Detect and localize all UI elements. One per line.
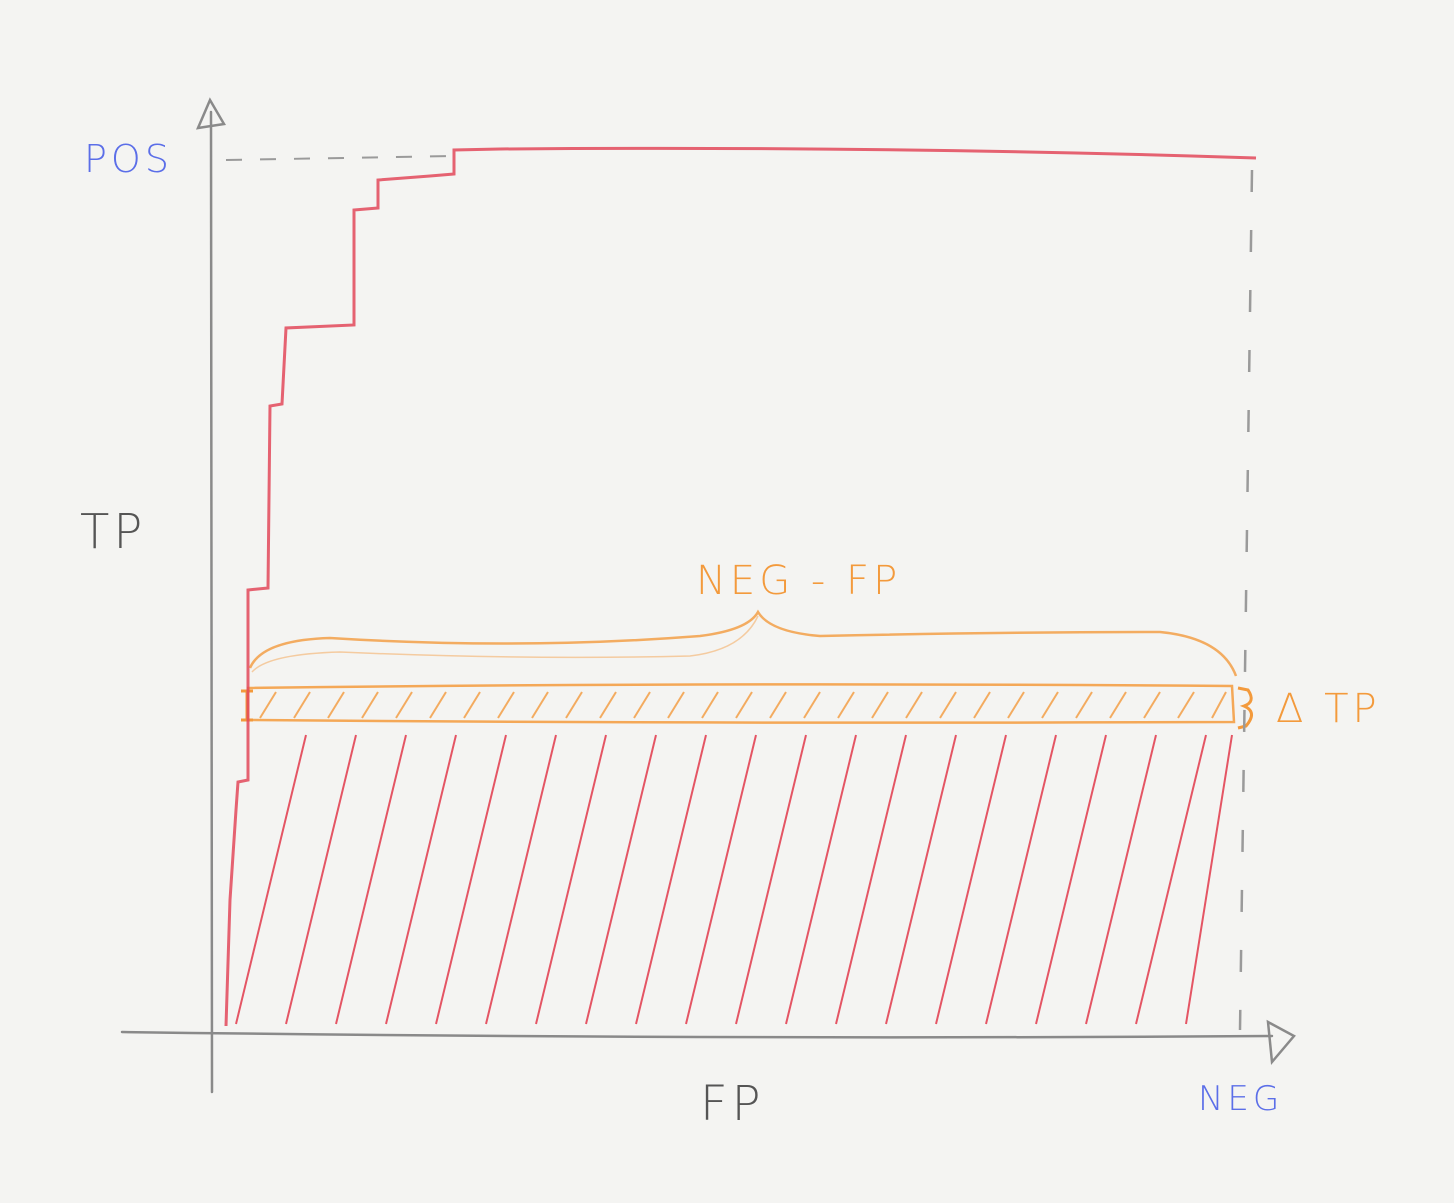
delta-tp-band-hatching (259, 691, 1227, 719)
pos-level-guide (225, 155, 456, 161)
hatch-line-2 (335, 734, 407, 1025)
area-under-curve-hatching (235, 734, 1233, 1025)
x-axis-label: FP (700, 1076, 765, 1132)
hatch-line-1 (285, 734, 357, 1025)
band-hatch-line-10 (599, 691, 617, 719)
y-axis-arrowhead (195, 97, 227, 130)
hatch-line-7 (585, 734, 657, 1025)
band-hatch-line-25 (1109, 691, 1127, 719)
band-hatch-line-3 (361, 691, 379, 719)
neg-fp-label: NEG - FP (696, 558, 901, 604)
y-axis-label: TP (80, 504, 146, 560)
hatch-line-10 (735, 734, 807, 1025)
hatch-line-9 (685, 734, 757, 1025)
band-hatch-line-0 (259, 691, 277, 719)
roc-step-curve (224, 146, 1257, 1027)
hatch-line-17 (1085, 734, 1157, 1025)
delta-tp-label: Δ TP (1276, 686, 1381, 732)
hatch-line-14 (935, 734, 1007, 1025)
band-hatch-line-15 (769, 691, 787, 719)
band-hatch-line-14 (735, 691, 753, 719)
band-hatch-line-7 (497, 691, 515, 719)
band-hatch-line-19 (905, 691, 923, 719)
band-hatch-line-12 (667, 691, 685, 719)
neg-fp-curly-brace-inner (251, 615, 759, 673)
band-hatch-line-24 (1075, 691, 1093, 719)
pos-label: POS (84, 137, 173, 181)
band-hatch-line-6 (463, 691, 481, 719)
hatch-line-8 (635, 734, 707, 1025)
band-hatch-line-21 (973, 691, 991, 719)
hatch-line-5 (485, 734, 557, 1025)
hatch-line-13 (885, 734, 957, 1025)
delta-tp-right-bracket (1237, 686, 1253, 730)
band-hatch-line-28 (1211, 691, 1227, 719)
neg-level-guide (1238, 169, 1254, 1031)
neg-fp-curly-brace (248, 609, 1238, 677)
band-hatch-line-5 (429, 691, 447, 719)
hatch-line-4 (435, 734, 507, 1025)
band-hatch-line-16 (803, 691, 821, 719)
y-axis (209, 110, 214, 1094)
hatch-line-15 (985, 734, 1057, 1025)
band-hatch-line-23 (1041, 691, 1059, 719)
axes (120, 97, 1296, 1094)
hatch-line-12 (835, 734, 907, 1025)
band-hatch-line-2 (327, 691, 345, 719)
band-hatch-line-8 (531, 691, 549, 719)
hatch-line-19 (1185, 734, 1233, 1025)
hatch-line-16 (1035, 734, 1107, 1025)
band-hatch-line-13 (701, 691, 719, 719)
hatch-line-18 (1135, 734, 1207, 1025)
hatch-line-0 (235, 734, 307, 1025)
band-hatch-line-26 (1143, 691, 1161, 719)
band-hatch-line-18 (871, 691, 889, 719)
band-hatch-line-1 (293, 691, 311, 719)
band-hatch-line-17 (837, 691, 855, 719)
hatch-line-3 (385, 734, 457, 1025)
hatch-line-11 (785, 734, 857, 1025)
delta-tp-band (241, 683, 1253, 730)
band-hatch-line-27 (1177, 691, 1195, 719)
delta-tp-band-outline (246, 683, 1236, 724)
band-hatch-line-11 (633, 691, 651, 719)
band-hatch-line-20 (939, 691, 957, 719)
band-hatch-line-9 (565, 691, 583, 719)
x-axis-arrowhead (1266, 1019, 1296, 1066)
neg-label: NEG (1198, 1079, 1283, 1119)
band-hatch-line-4 (395, 691, 413, 719)
hatch-line-6 (535, 734, 607, 1025)
band-hatch-line-22 (1007, 691, 1025, 719)
x-axis (120, 1030, 1274, 1039)
